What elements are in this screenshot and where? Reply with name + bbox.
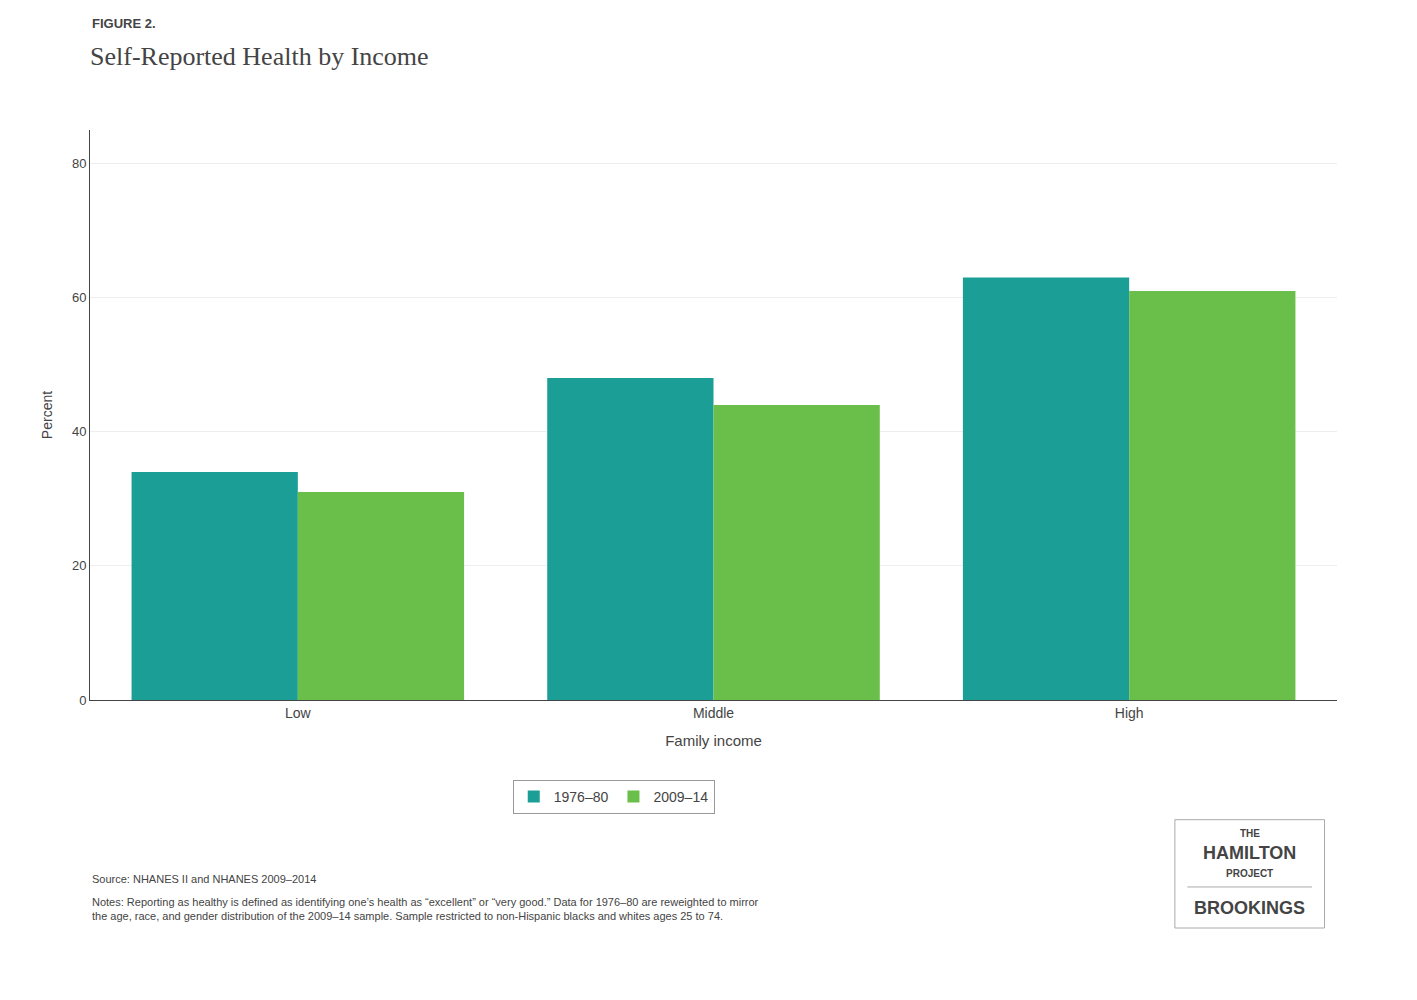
svg-text:BROOKINGS: BROOKINGS — [1194, 898, 1305, 918]
svg-text:HAMILTON: HAMILTON — [1203, 843, 1296, 863]
svg-text:Percent: Percent — [39, 391, 55, 439]
svg-text:60: 60 — [72, 290, 86, 305]
svg-text:THE: THE — [1240, 828, 1260, 839]
svg-text:2009–14: 2009–14 — [653, 789, 708, 805]
svg-text:Source: NHANES II and NHANES 2: Source: NHANES II and NHANES 2009–2014 — [92, 873, 316, 885]
svg-text:0: 0 — [79, 693, 86, 708]
svg-text:Family income: Family income — [665, 732, 762, 749]
svg-text:Middle: Middle — [693, 705, 734, 721]
svg-text:20: 20 — [72, 558, 86, 573]
svg-text:PROJECT: PROJECT — [1226, 868, 1273, 879]
svg-text:High: High — [1115, 705, 1144, 721]
svg-text:Self-Reported Health by Income: Self-Reported Health by Income — [90, 42, 429, 71]
svg-text:80: 80 — [72, 156, 86, 171]
svg-text:FIGURE 2.: FIGURE 2. — [92, 16, 156, 31]
svg-text:1976–80: 1976–80 — [554, 789, 609, 805]
svg-text:Notes: Reporting as healthy is: Notes: Reporting as healthy is defined a… — [92, 896, 759, 922]
svg-text:Low: Low — [285, 705, 312, 721]
svg-text:40: 40 — [72, 424, 86, 439]
